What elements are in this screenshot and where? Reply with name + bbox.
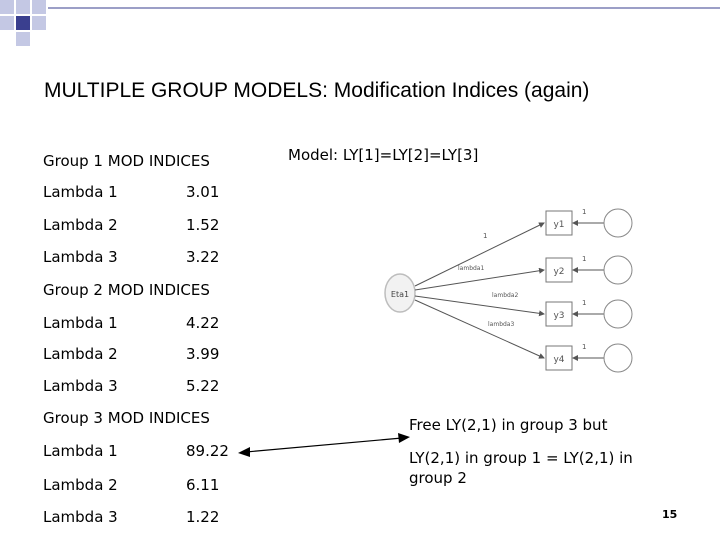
indicator-y2: y2 [553, 267, 564, 277]
group2-lambda3-value: 5.22 [186, 377, 220, 395]
error-node-3 [603, 299, 633, 329]
group2-lambda2-label: Lambda 2 [43, 345, 118, 363]
slide-title: MULTIPLE GROUP MODELS: Modification Indi… [44, 79, 590, 102]
indicator-y4-box [545, 345, 573, 371]
error-label-1: 1 [582, 208, 586, 216]
decorative-header-squares [0, 0, 720, 46]
group3-lambda2-label: Lambda 2 [43, 476, 118, 494]
indicator-y1-box [545, 210, 573, 236]
note-line-2: LY(2,1) in group 1 = LY(2,1) in [409, 449, 633, 467]
model-label: Model: LY[1]=LY[2]=LY[3] [288, 146, 479, 164]
group1-lambda1-label: Lambda 1 [43, 183, 118, 201]
path-y1 [414, 222, 545, 287]
note-line-3: group 2 [409, 469, 467, 487]
page-number: 15 [662, 508, 678, 521]
group3-lambda3-value: 1.22 [186, 508, 220, 526]
factor-label: Eta1 [391, 290, 409, 299]
group3-lambda3-label: Lambda 3 [43, 508, 118, 526]
group2-lambda3-label: Lambda 3 [43, 377, 118, 395]
path-label-lambda1: lambda1 [458, 265, 484, 272]
group1-lambda2-value: 1.52 [186, 216, 220, 234]
path-label-lambda3: lambda3 [488, 321, 514, 328]
factor-node [384, 273, 416, 313]
path-y3 [414, 295, 545, 317]
note-line-1: Free LY(2,1) in group 3 but [409, 416, 608, 434]
group3-lambda1-label: Lambda 1 [43, 442, 118, 460]
group2-lambda1-label: Lambda 1 [43, 314, 118, 332]
indicator-y4: y4 [553, 355, 564, 365]
group1-lambda3-value: 3.22 [186, 248, 220, 266]
path-y2 [414, 267, 545, 291]
group2-lambda1-value: 4.22 [186, 314, 220, 332]
double-arrow-icon [238, 433, 410, 457]
indicator-y1: y1 [553, 220, 564, 230]
group2-lambda2-value: 3.99 [186, 345, 220, 363]
group2-header: Group 2 MOD INDICES [43, 281, 210, 299]
group3-header: Group 3 MOD INDICES [43, 409, 210, 427]
error-label-4: 1 [582, 343, 586, 351]
indicator-y2-box [545, 257, 573, 283]
path-y4 [414, 299, 545, 359]
error-node-4 [603, 343, 633, 373]
indicator-y3: y3 [553, 311, 564, 321]
path-diagram: Eta1 1 lambda1 lambda2 lambda3 y1 y2 y3 … [384, 208, 633, 373]
group1-lambda1-value: 3.01 [186, 183, 220, 201]
group3-lambda2-value: 6.11 [186, 476, 220, 494]
error-label-3: 1 [582, 299, 586, 307]
error-node-2 [603, 255, 633, 285]
indicator-y3-box [545, 301, 573, 327]
error-node-1 [603, 208, 633, 238]
error-label-2: 1 [582, 255, 586, 263]
group1-header: Group 1 MOD INDICES [43, 152, 210, 170]
group1-lambda3-label: Lambda 3 [43, 248, 118, 266]
group3-lambda1-value: 89.22 [186, 442, 229, 460]
group1-lambda2-label: Lambda 2 [43, 216, 118, 234]
path-label-lambda2: lambda2 [492, 292, 518, 299]
path-label-1: 1 [483, 232, 487, 240]
